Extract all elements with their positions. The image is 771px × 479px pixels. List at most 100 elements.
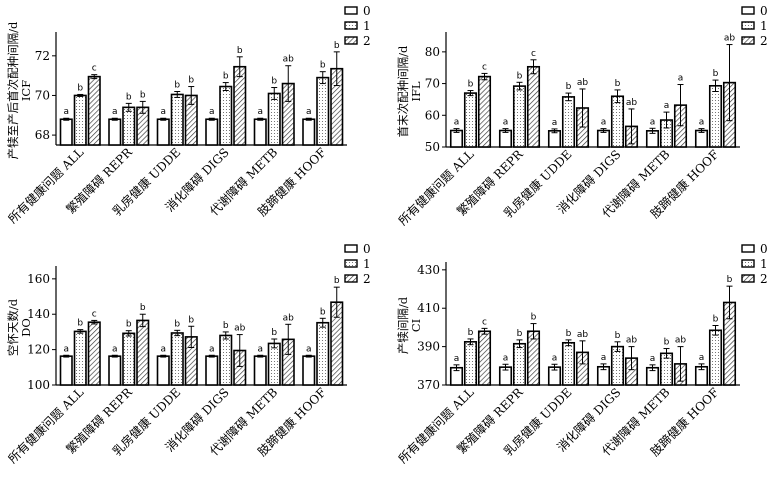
y-tick-label: 60 xyxy=(425,108,440,122)
legend-label: 2 xyxy=(760,34,768,48)
legend-label: 2 xyxy=(363,34,371,48)
significance-letter: a xyxy=(678,74,684,84)
significance-letter: b xyxy=(713,315,719,325)
significance-letter: b xyxy=(237,46,243,56)
bar-series-2 xyxy=(526,65,541,148)
bar-series-2 xyxy=(136,319,150,386)
y-tick-label: 370 xyxy=(417,378,440,392)
y-tick-label: 390 xyxy=(417,340,440,354)
significance-letter: c xyxy=(531,49,536,59)
significance-letter: ab xyxy=(577,78,589,88)
bar-series-0 xyxy=(253,355,267,386)
bar-series-1 xyxy=(316,321,330,386)
significance-letter: a xyxy=(552,118,558,128)
significance-letter: a xyxy=(650,354,656,364)
legend-swatch xyxy=(741,36,755,45)
bar-series-0 xyxy=(302,118,316,146)
bar-series-0 xyxy=(547,130,562,148)
bar-series-1 xyxy=(708,329,723,386)
significance-letter: b xyxy=(174,319,180,329)
bar-series-2 xyxy=(87,75,101,146)
significance-letter: ab xyxy=(626,98,638,108)
y-tick-label: 120 xyxy=(27,343,50,357)
significance-letter: b xyxy=(126,92,132,102)
significance-letter: b xyxy=(566,329,572,339)
bar-series-0 xyxy=(302,355,316,386)
significance-letter: a xyxy=(63,344,69,354)
significance-letter: b xyxy=(334,41,340,51)
significance-letter: ab xyxy=(283,55,295,65)
significance-letter: b xyxy=(566,82,572,92)
bar-series-1 xyxy=(122,332,136,386)
legend-label: 0 xyxy=(363,4,371,18)
significance-letter: ab xyxy=(283,313,295,323)
bar-series-2 xyxy=(477,330,492,386)
legend-swatch xyxy=(344,21,358,30)
significance-letter: b xyxy=(468,328,474,338)
legend-label: 2 xyxy=(760,272,768,286)
legend-label: 1 xyxy=(363,257,371,271)
y-tick-label: 430 xyxy=(417,263,440,277)
significance-letter: ab xyxy=(234,324,246,334)
significance-letter: a xyxy=(209,344,215,354)
bar-series-1 xyxy=(122,106,136,146)
significance-letter: a xyxy=(160,107,166,117)
bar-series-0 xyxy=(498,129,513,148)
significance-letter: a xyxy=(601,353,607,363)
bar-series-0 xyxy=(156,355,170,386)
bar-series-2 xyxy=(87,321,101,386)
significance-letter: b xyxy=(140,303,146,313)
significance-letter: b xyxy=(727,275,733,285)
significance-letter: b xyxy=(223,72,229,82)
significance-letter: a xyxy=(257,344,263,354)
bar-series-1 xyxy=(708,84,723,148)
significance-letter: a xyxy=(650,117,656,127)
bar-series-1 xyxy=(561,96,576,148)
bar-series-0 xyxy=(108,355,122,386)
significance-letter: b xyxy=(517,329,523,339)
significance-letter: a xyxy=(160,344,166,354)
significance-letter: a xyxy=(306,107,312,117)
bar-series-0 xyxy=(59,355,73,386)
y-tick-label: 140 xyxy=(27,307,50,321)
bar-series-2 xyxy=(477,75,492,148)
bar-series-1 xyxy=(463,341,478,386)
significance-letter: b xyxy=(140,90,146,100)
legend-label: 1 xyxy=(363,19,371,33)
legend-label: 0 xyxy=(760,242,768,256)
bar-series-0 xyxy=(108,118,122,146)
bar-series-1 xyxy=(610,95,625,148)
bar-series-0 xyxy=(156,118,170,146)
significance-letter: a xyxy=(552,353,558,363)
y-tick-label: 70 xyxy=(35,88,50,102)
y-tick-label: 80 xyxy=(425,45,440,59)
y-tick-label: 410 xyxy=(417,301,440,315)
bar-series-1 xyxy=(170,93,184,146)
significance-letter: a xyxy=(699,353,705,363)
significance-letter: a xyxy=(454,118,460,128)
y-tick-label: 50 xyxy=(425,140,440,154)
bar-series-1 xyxy=(316,76,330,146)
y-axis-label: 首末次配种间隔/d xyxy=(396,45,410,137)
legend-swatch xyxy=(344,36,358,45)
bar-series-0 xyxy=(694,129,709,148)
y-tick-label: 160 xyxy=(27,272,50,286)
y-axis-label: 产犊间隔/d xyxy=(396,296,410,354)
bar-series-1 xyxy=(219,85,233,146)
bar-series-2 xyxy=(233,65,247,146)
significance-letter: b xyxy=(713,69,719,79)
bar-series-1 xyxy=(561,341,576,386)
significance-letter: a xyxy=(454,354,460,364)
legend-swatch xyxy=(741,21,755,30)
significance-letter: b xyxy=(174,80,180,90)
significance-letter: a xyxy=(112,344,118,354)
legend-swatch xyxy=(741,244,755,253)
significance-letter: a xyxy=(257,107,263,117)
legend-swatch xyxy=(344,6,358,15)
bar-series-0 xyxy=(59,118,73,146)
legend-swatch xyxy=(344,259,358,268)
significance-letter: b xyxy=(77,319,83,329)
significance-letter: c xyxy=(482,62,487,72)
